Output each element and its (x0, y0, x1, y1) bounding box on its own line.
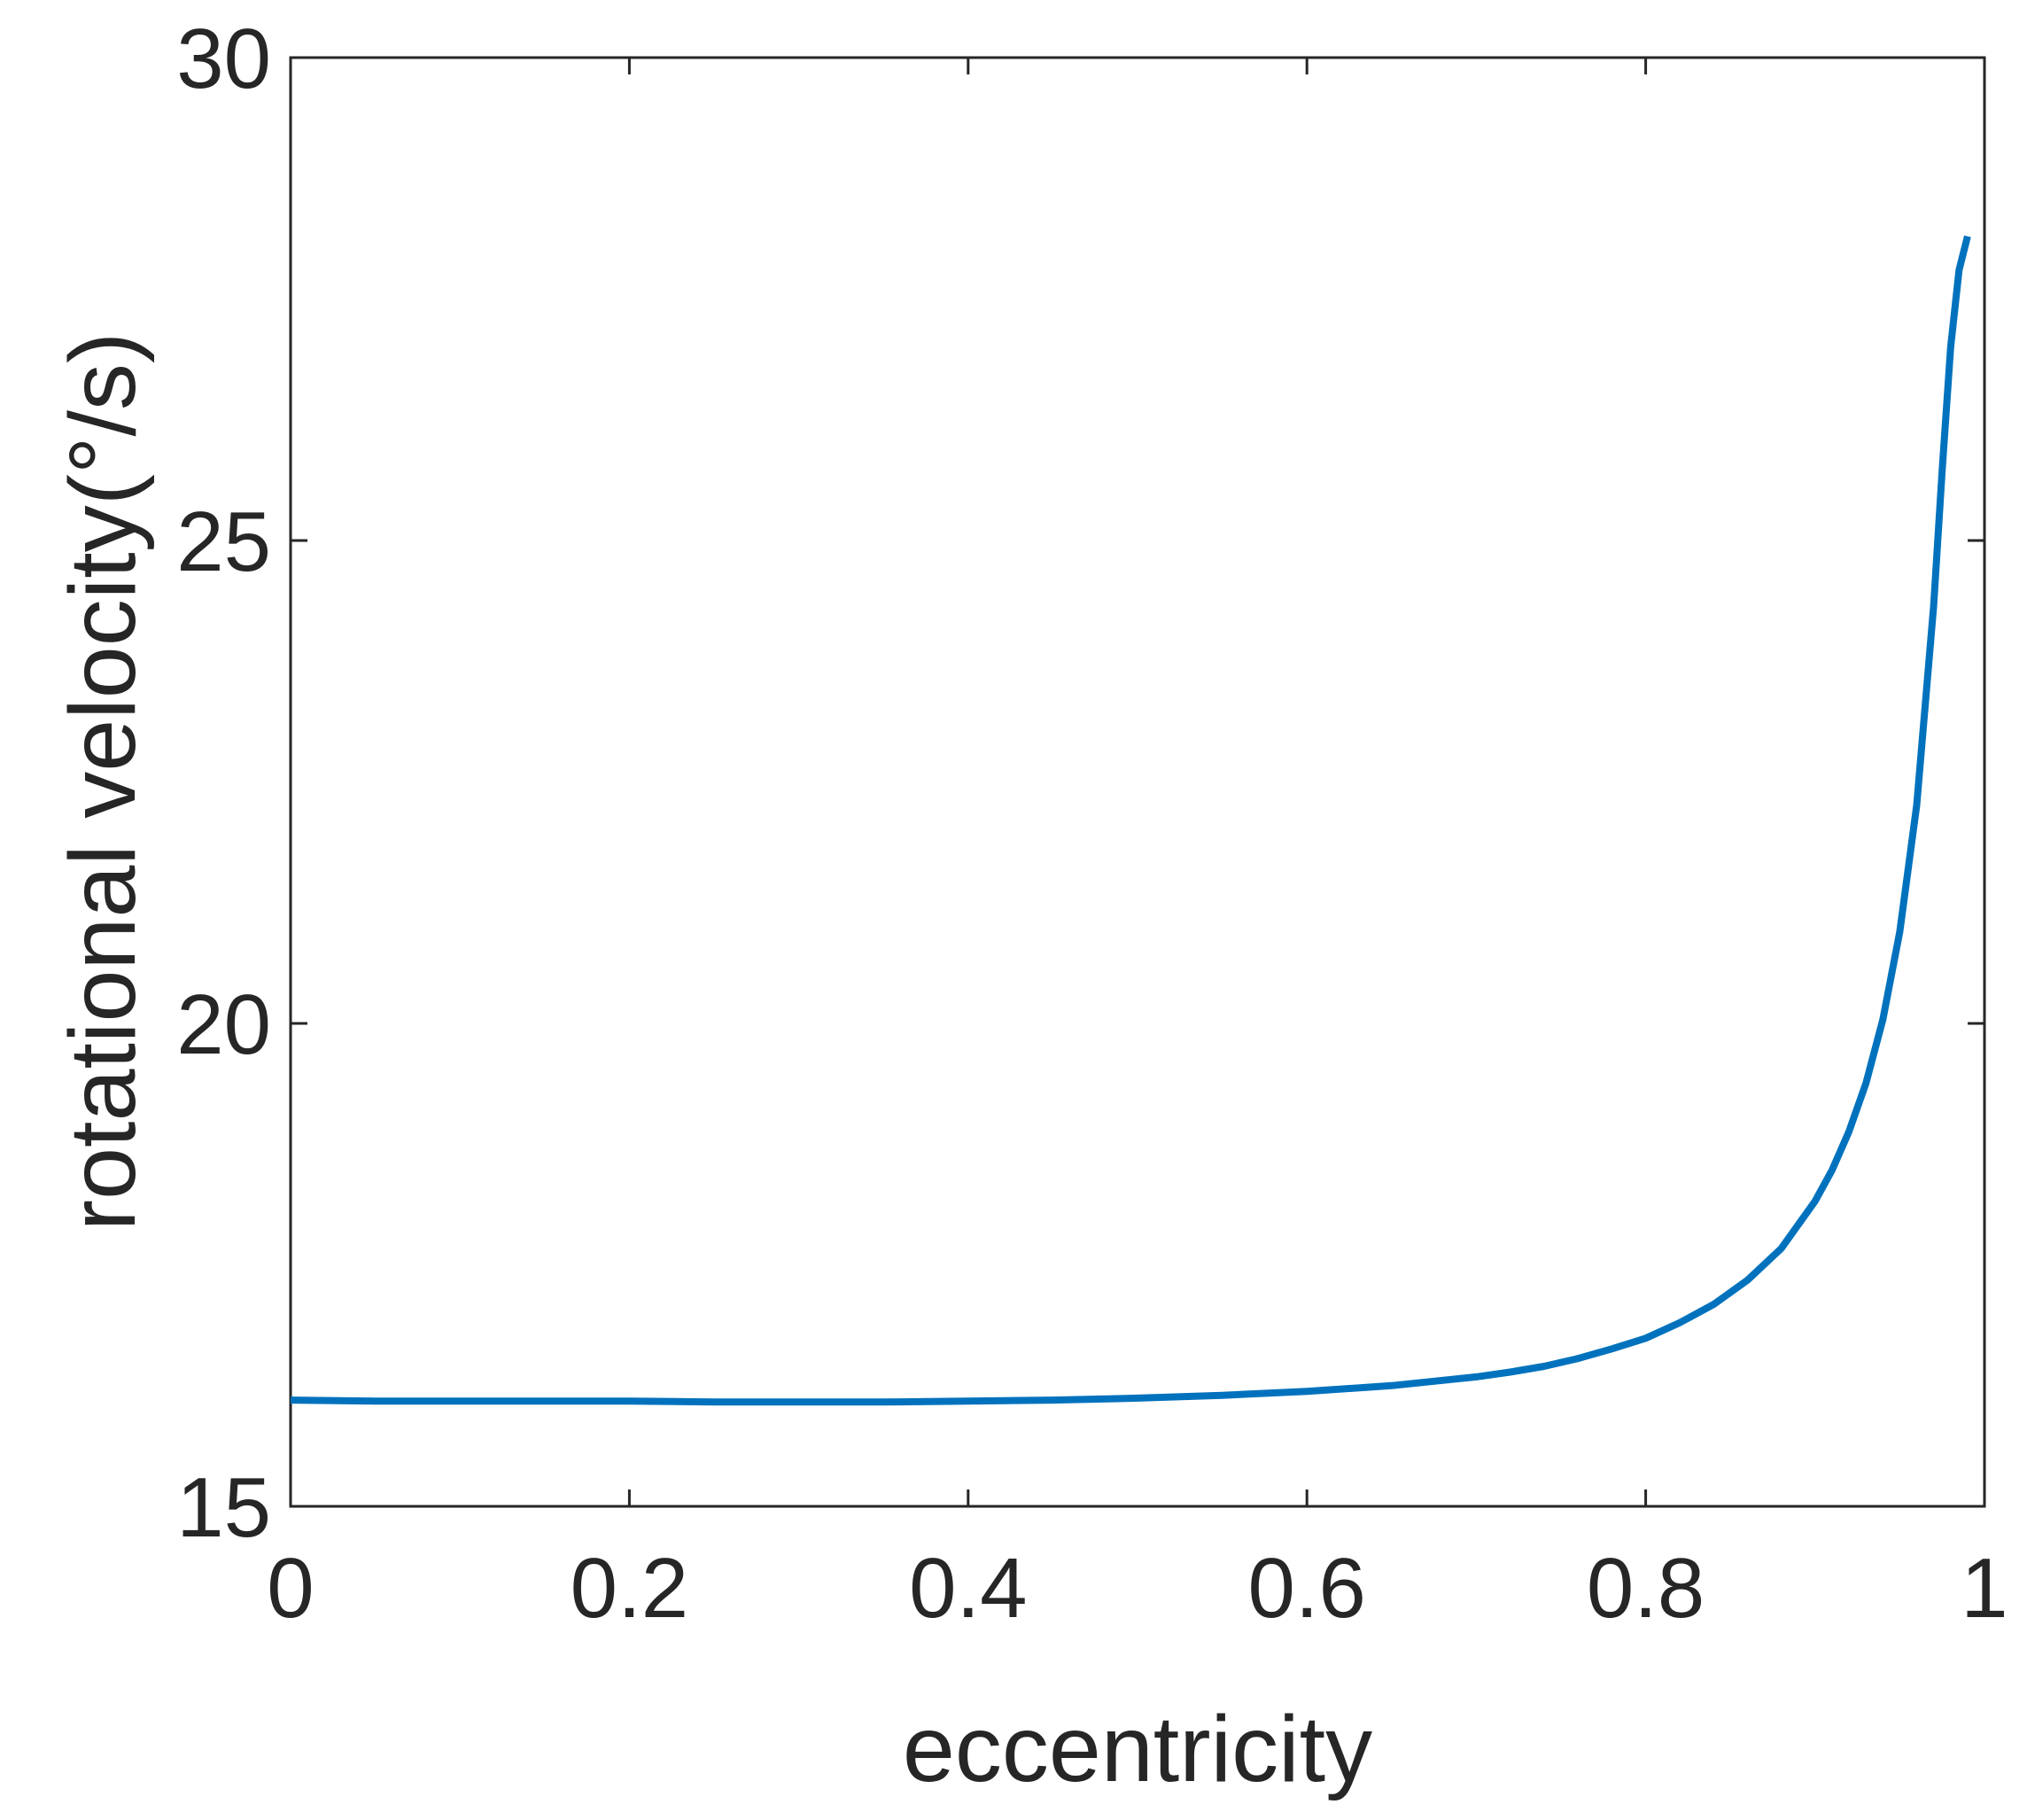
x-tick-label: 0.2 (571, 1541, 688, 1636)
x-tick-label: 0 (267, 1541, 314, 1636)
series-line (290, 235, 1971, 1406)
y-tick-label: 20 (176, 977, 271, 1072)
x-tick-label: 0.6 (1247, 1541, 1365, 1636)
x-tick-labels: 0 0.2 0.4 0.6 0.8 1 (267, 1541, 2008, 1636)
series-layer (290, 235, 1971, 1406)
y-tick-label: 30 (176, 12, 271, 106)
y-axis-label: rotational velocity(°/s) (50, 332, 155, 1231)
plot-area (289, 56, 1986, 1508)
y-tick-labels: 15 20 25 30 (176, 12, 271, 1555)
x-tick-label: 0.4 (909, 1541, 1027, 1636)
x-axis-label: eccentricity (903, 1697, 1372, 1801)
axis-ticks (289, 56, 1986, 1508)
x-tick-label: 0.8 (1587, 1541, 1705, 1636)
y-tick-label: 15 (176, 1460, 271, 1555)
x-tick-label: 1 (1961, 1541, 2008, 1636)
y-tick-label: 25 (176, 494, 271, 589)
